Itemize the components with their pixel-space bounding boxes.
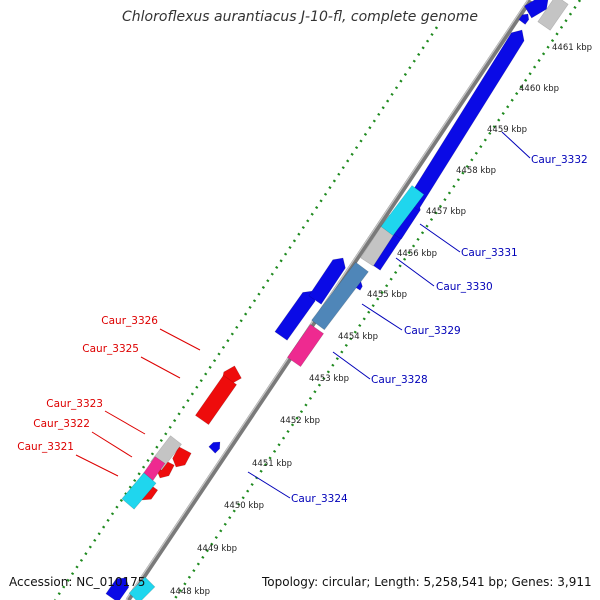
tick-label: 4453 kbp — [309, 374, 349, 384]
tick-label: 4452 kbp — [280, 416, 320, 426]
gene-forward-gray-2 — [537, 0, 569, 31]
tick-label: 4450 kbp — [224, 501, 264, 511]
label-leader-line — [419, 223, 461, 253]
tick-label: 4449 kbp — [197, 544, 237, 554]
tick-label: 4457 kbp — [426, 207, 466, 217]
tick-label: 4455 kbp — [367, 290, 407, 300]
gene-forward-steel-1 — [311, 261, 369, 331]
gene-forward-cyan-1 — [380, 185, 425, 236]
gene-forward-3 — [405, 29, 525, 211]
label-leader-line — [361, 303, 403, 331]
tick-label: 4448 kbp — [170, 587, 210, 597]
label-leader-line — [104, 410, 146, 435]
kbp-ticks: 4448 kbp 4449 kbp 4450 kbp 4451 kbp 4452 kbp… — [170, 43, 592, 597]
tick-label: 4461 kbp — [552, 43, 592, 53]
label-leader-line — [395, 257, 435, 287]
gene-label: Caur_3322 — [33, 418, 90, 430]
gene-reverse-3 — [172, 446, 192, 468]
tick-label: 4460 kbp — [519, 84, 559, 94]
genome-summary: Topology: circular; Length: 5,258,541 bp… — [262, 575, 592, 589]
label-leader-line — [140, 356, 181, 379]
gene-label: Caur_3321 — [17, 441, 74, 453]
tick-label: 4456 kbp — [397, 249, 437, 259]
label-leader-line — [91, 431, 133, 458]
accession-text: Accession: NC_010175 — [9, 575, 146, 589]
gene-forward-6 — [308, 257, 346, 305]
gene-forward-10 — [105, 577, 130, 600]
label-leader-line — [332, 351, 371, 380]
tick-label: 4458 kbp — [456, 166, 496, 176]
label-leader-line — [501, 131, 531, 159]
gene-forward-5 — [274, 290, 316, 341]
gene-label: Caur_3323 — [46, 398, 103, 410]
gene-forward-7 — [208, 441, 221, 454]
gene-forward-8 — [518, 13, 530, 25]
gene-label: Caur_3332 — [531, 154, 588, 166]
label-leader-line — [159, 328, 201, 351]
label-leader-line — [247, 471, 291, 499]
gene-labels: Caur_3332 Caur_3331 Caur_3330 Caur_3329 Caur… — [17, 131, 588, 505]
inner-ruler-right — [172, 0, 582, 600]
gene-label: Caur_3324 — [291, 493, 348, 505]
outer-ruler-left — [53, 26, 439, 600]
map-title: Chloroflexus aurantiacus J-10-fl, comple… — [122, 9, 478, 25]
gene-reverse-cyan-1 — [121, 472, 157, 510]
gene-reverse-2 — [194, 374, 238, 426]
gene-label: Caur_3330 — [436, 281, 493, 293]
gene-label: Caur_3328 — [371, 374, 428, 386]
tick-label: 4451 kbp — [252, 459, 292, 469]
gene-forward-cyan-2 — [128, 576, 156, 600]
gene-label: Caur_3331 — [461, 247, 518, 259]
gene-label: Caur_3325 — [82, 343, 139, 355]
gene-forward-magenta-1 — [286, 323, 325, 368]
gene-features — [105, 0, 569, 600]
tick-label: 4459 kbp — [487, 125, 527, 135]
gene-label: Caur_3326 — [101, 315, 158, 327]
tick-label: 4454 kbp — [338, 332, 378, 342]
label-leader-line — [75, 454, 119, 477]
gene-forward-9 — [523, 0, 549, 19]
gene-label: Caur_3329 — [404, 325, 461, 337]
